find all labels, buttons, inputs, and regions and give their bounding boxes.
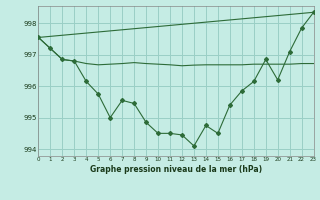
X-axis label: Graphe pression niveau de la mer (hPa): Graphe pression niveau de la mer (hPa) bbox=[90, 165, 262, 174]
